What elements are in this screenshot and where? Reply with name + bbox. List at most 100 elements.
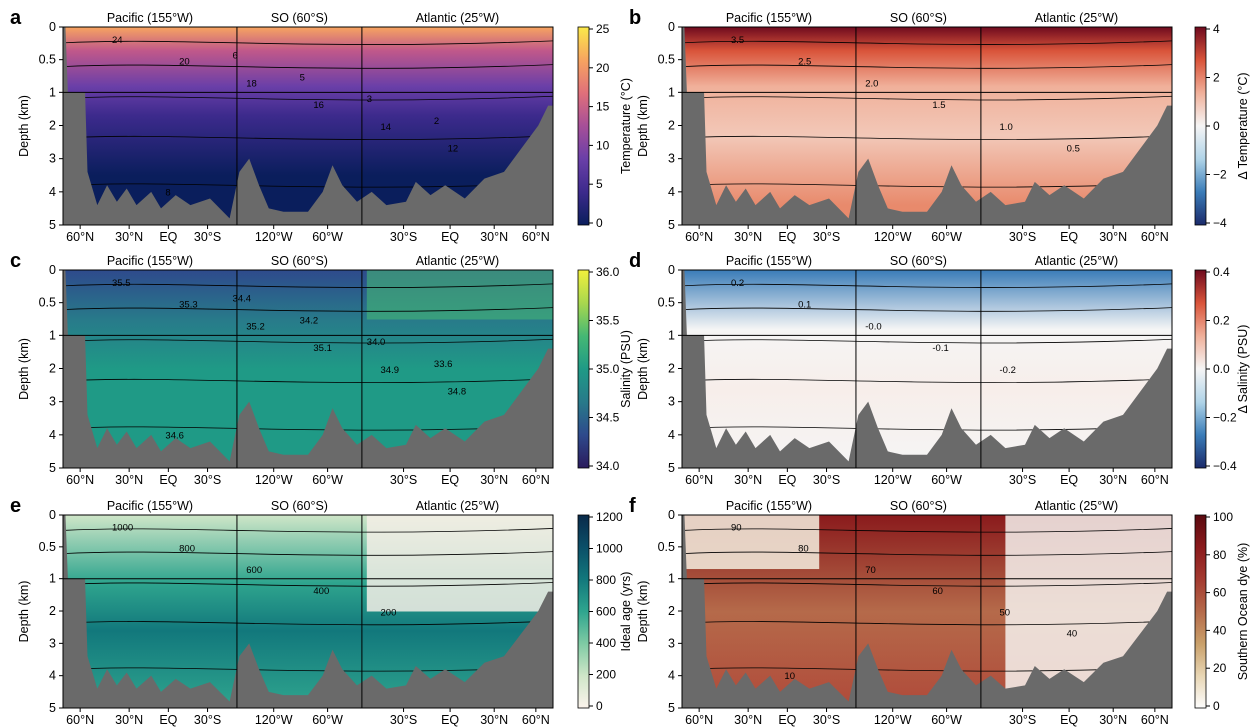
y-tick-label: 4	[49, 669, 56, 683]
contour-label: 80	[798, 544, 809, 555]
y-axis-label: Depth (km)	[17, 95, 31, 157]
contour-line	[62, 338, 554, 344]
contour-label: 24	[112, 35, 123, 46]
y-tick-label: 5	[49, 701, 56, 715]
contour-line	[681, 338, 1173, 344]
colorbar-tick-label: −2	[1213, 168, 1227, 182]
x-tick-label: 30°N	[115, 713, 143, 727]
y-tick-label: 0.5	[39, 540, 56, 554]
contour-label: 0.2	[731, 278, 744, 289]
x-tick-label: EQ	[1060, 230, 1078, 244]
y-tick-label: 5	[668, 701, 675, 715]
colorbar-tick-label: 60	[1213, 586, 1227, 600]
colorbar-tick-label: −0.2	[1213, 411, 1237, 425]
colorbar-tick-label: 600	[596, 605, 616, 619]
y-tick-label: 3	[668, 152, 675, 166]
x-tick-label: 30°S	[194, 473, 221, 487]
x-tick-label: 30°S	[194, 713, 221, 727]
contour-label: 1000	[112, 522, 133, 533]
x-tick-label: 30°N	[734, 473, 762, 487]
x-tick-label: 30°S	[390, 713, 417, 727]
colorbar-tick-label: 10	[596, 138, 610, 152]
y-tick-label: 5	[49, 218, 56, 232]
colorbar	[1194, 514, 1207, 709]
contour-label: 0.1	[798, 300, 811, 311]
y-tick-label: 4	[668, 669, 675, 683]
colorbar-tick-label: 0.2	[1213, 314, 1230, 328]
contour-line	[681, 528, 1173, 533]
y-tick-label: 1	[668, 328, 675, 342]
x-tick-label: 120°W	[874, 230, 912, 244]
y-tick-label: 3	[49, 395, 56, 409]
y-tick-label: 4	[49, 185, 56, 199]
contour-label: 6	[233, 51, 238, 62]
panel-letter: c	[10, 250, 21, 272]
x-tick-label: 60°W	[312, 473, 343, 487]
x-tick-label: 120°W	[255, 230, 293, 244]
contour-line	[62, 620, 554, 626]
x-tick-label: 30°S	[1009, 230, 1036, 244]
colorbar	[1194, 26, 1207, 226]
colorbar-tick-label: 0	[1213, 119, 1220, 133]
contour-label: 34.4	[233, 294, 252, 305]
x-tick-label: 30°S	[813, 713, 840, 727]
contour-line	[681, 95, 1173, 101]
contour-line	[681, 582, 1173, 587]
x-tick-label: 30°N	[480, 230, 508, 244]
x-tick-label: 30°S	[194, 230, 221, 244]
y-tick-label: 2	[49, 604, 56, 618]
x-tick-label: 60°N	[66, 713, 94, 727]
y-tick-label: 2	[49, 362, 56, 376]
y-tick-label: 1	[668, 85, 675, 99]
bathymetry	[682, 515, 1172, 708]
y-axis-label: Depth (km)	[636, 95, 650, 157]
contour-line	[62, 135, 554, 140]
contour-label: 2.5	[798, 57, 811, 68]
contour-label: 50	[1000, 607, 1011, 618]
colorbar	[577, 26, 590, 226]
panel-c: 35.535.335.235.134.934.834.734.634.434.2…	[10, 250, 633, 487]
y-tick-label: 2	[49, 119, 56, 133]
y-tick-label: 4	[668, 428, 675, 442]
colorbar-tick-label: 0	[1213, 699, 1220, 713]
x-tick-label: 120°W	[874, 713, 912, 727]
contour-line	[62, 183, 554, 188]
section-title: Pacific (155°W)	[107, 254, 193, 268]
colorbar-tick-label: 100	[1213, 510, 1233, 524]
colorbar-label: Δ Salinity (PSU)	[1236, 325, 1250, 414]
contour-line	[681, 667, 1173, 672]
x-tick-label: 30°S	[813, 230, 840, 244]
contour-line	[62, 283, 554, 288]
y-axis-label: Depth (km)	[636, 338, 650, 400]
x-tick-label: 60°N	[66, 230, 94, 244]
panel-f: 9080706050402010Pacific (155°W)SO (60°S)…	[629, 495, 1250, 727]
x-tick-label: 60°W	[312, 713, 343, 727]
y-tick-label: 1	[49, 572, 56, 586]
contour-line	[62, 40, 554, 45]
x-tick-label: 60°W	[931, 230, 962, 244]
colorbar-label: Southern Ocean dye (%)	[1236, 543, 1250, 681]
y-tick-label: 3	[49, 152, 56, 166]
x-tick-label: 30°N	[734, 230, 762, 244]
x-tick-label: 60°N	[522, 713, 550, 727]
contour-label: 0.5	[1067, 144, 1080, 155]
section-title: Pacific (155°W)	[107, 11, 193, 25]
colorbar	[577, 269, 590, 469]
bathymetry	[682, 27, 1172, 225]
section-title: SO (60°S)	[271, 254, 328, 268]
y-tick-label: 2	[668, 362, 675, 376]
contour-line	[62, 667, 554, 672]
y-tick-label: 5	[668, 461, 675, 475]
x-tick-label: 30°N	[1099, 713, 1127, 727]
contour-line	[62, 426, 554, 431]
x-tick-label: EQ	[159, 230, 177, 244]
colorbar-tick-label: 80	[1213, 548, 1227, 562]
section-title: Atlantic (25°W)	[416, 254, 500, 268]
y-tick-label: 0	[49, 263, 56, 277]
colorbar-label: Δ Temperature (°C)	[1236, 72, 1250, 179]
y-axis-label: Depth (km)	[636, 581, 650, 643]
x-tick-label: EQ	[1060, 713, 1078, 727]
y-tick-label: 2	[668, 119, 675, 133]
y-tick-label: 4	[668, 185, 675, 199]
colorbar-tick-label: 4	[1213, 22, 1220, 36]
